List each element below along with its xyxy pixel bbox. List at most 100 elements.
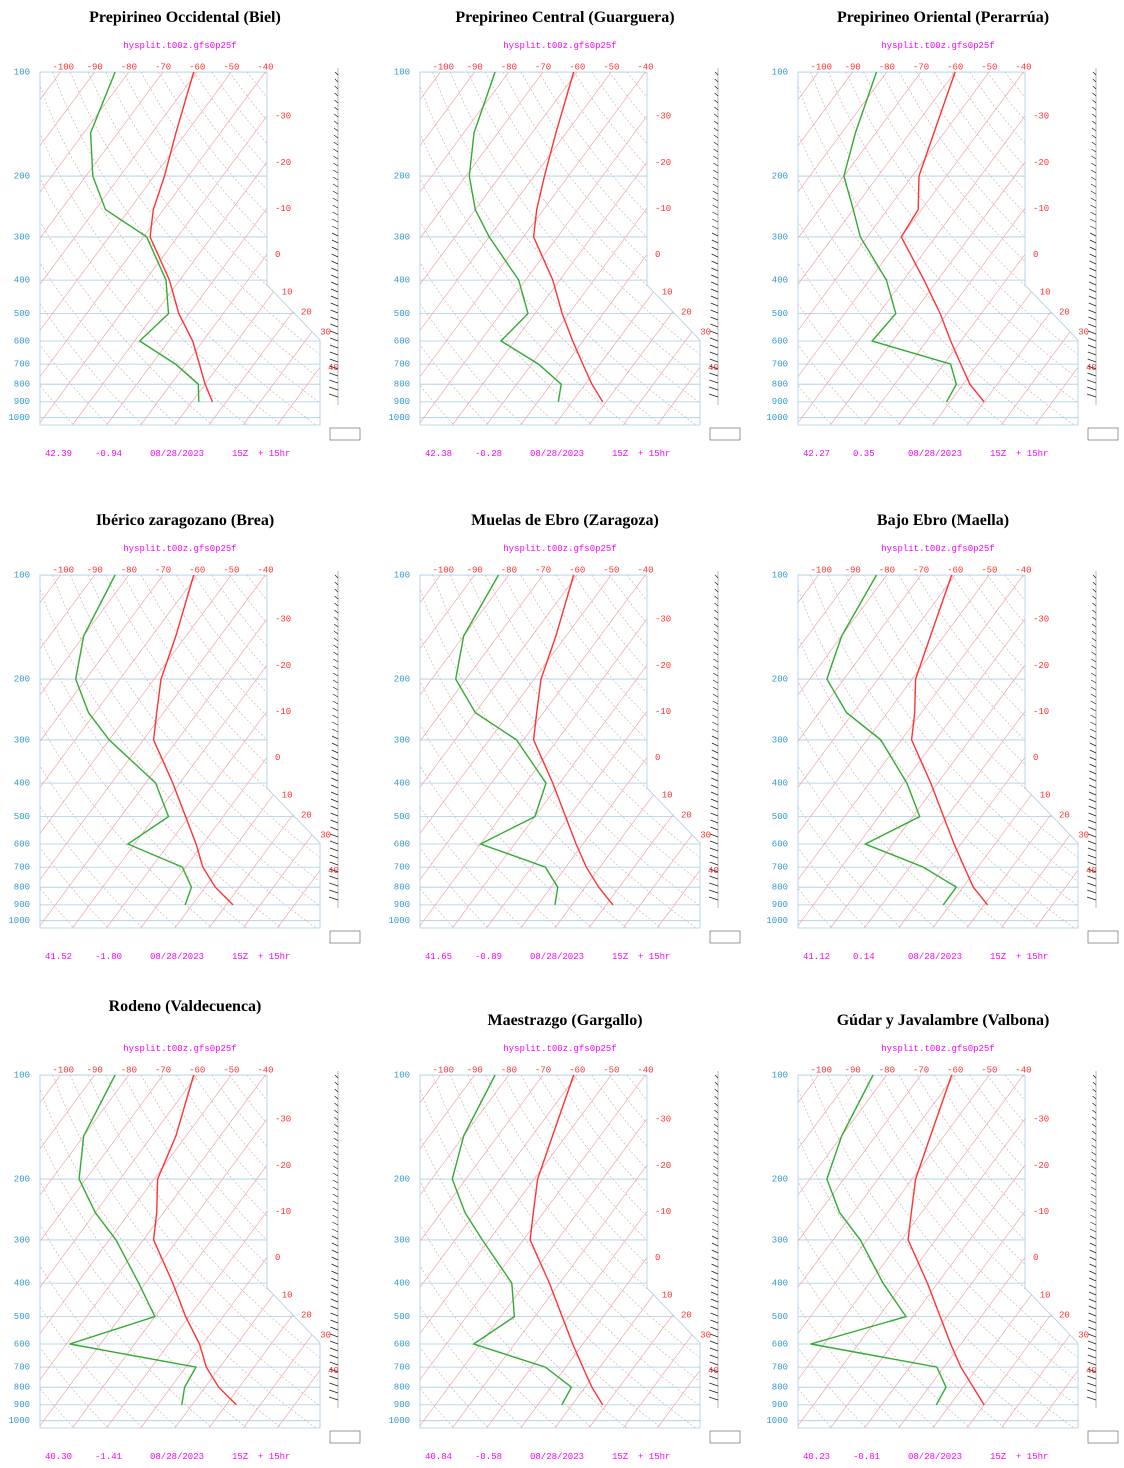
panel-title: Maestrazgo (Gargallo) [487, 1012, 642, 1029]
temperature-label: -30 [275, 1114, 291, 1124]
pressure-label: 1000 [8, 1416, 30, 1426]
wind-barb [712, 1200, 719, 1205]
wind-barb [709, 875, 719, 880]
wind-barb [329, 1389, 339, 1394]
pressure-label: 100 [394, 67, 410, 77]
dry-adiabat [264, 72, 320, 425]
wind-barb [710, 1291, 719, 1296]
dry-adiabat [211, 1075, 320, 1428]
wind-barb [331, 763, 339, 768]
pressure-label: 800 [394, 1383, 410, 1393]
wind-barb [333, 630, 339, 635]
panel-subtitle: hysplit.t00z.gfs0p25f [503, 41, 616, 51]
temperature-label: -70 [155, 62, 171, 72]
footer-text: -0.58 [475, 1452, 502, 1462]
wind-barb [333, 127, 339, 132]
wind-barb [333, 1130, 339, 1135]
temperature-label: -10 [655, 707, 671, 717]
dry-adiabat [798, 72, 971, 425]
wind-barb [1091, 637, 1097, 642]
plot-area [798, 575, 1078, 928]
dry-adiabat [40, 575, 317, 928]
dry-adiabat [798, 72, 1005, 425]
temperature-label: -30 [275, 111, 291, 121]
dry-adiabat [40, 575, 247, 928]
dry-adiabat [299, 575, 320, 928]
dry-adiabat [40, 72, 178, 425]
wind-barb [1087, 1368, 1097, 1373]
wind-barb [713, 1165, 719, 1170]
wind-barb [1087, 337, 1097, 342]
wind-barb [710, 1319, 719, 1324]
dry-adiabat [420, 72, 697, 425]
wind-barb [713, 141, 719, 146]
panel-subtitle: hysplit.t00z.gfs0p25f [881, 1044, 994, 1054]
isotherm [420, 1075, 483, 1428]
wind-barb [333, 651, 339, 656]
dry-adiabat [40, 1075, 74, 1428]
wind-barb [329, 882, 339, 887]
isotherm [420, 1075, 517, 1428]
isotherm [798, 575, 997, 928]
isotherm [966, 72, 1078, 425]
dry-adiabat [122, 1075, 320, 1428]
wind-barb [1092, 581, 1097, 586]
wind-barb [330, 1319, 339, 1324]
wind-barb [334, 71, 339, 76]
dry-adiabat [40, 72, 74, 425]
wind-barb [1090, 183, 1097, 188]
isotherm [966, 1075, 1078, 1428]
footer-text: 15Z [232, 952, 249, 962]
pressure-label: 700 [772, 1363, 788, 1373]
temperature-label: -100 [810, 565, 832, 575]
footer-text: 08/28/2023 [908, 449, 962, 459]
dry-adiabat [1040, 1075, 1078, 1428]
temperature-label: -100 [810, 62, 832, 72]
temperature-label: 10 [282, 790, 293, 800]
wind-barb [709, 868, 719, 873]
dry-adiabat [420, 1075, 489, 1428]
temperature-label: -40 [257, 565, 273, 575]
isotherm [420, 72, 688, 425]
dry-adiabat [40, 575, 144, 928]
isotherm [242, 575, 320, 928]
temperature-label: 20 [1059, 307, 1070, 317]
isotherm [1000, 72, 1078, 425]
temperature-label: -60 [947, 565, 963, 575]
dry-adiabat [40, 1075, 247, 1428]
wind-barb [331, 735, 339, 740]
isotherm [798, 1075, 1032, 1428]
dry-adiabat [679, 1075, 700, 1428]
temperature-label: -30 [1033, 614, 1049, 624]
wind-barb [1087, 882, 1097, 887]
isotherm [588, 575, 700, 928]
temperature-label: 20 [1059, 810, 1070, 820]
wind-barb [710, 805, 719, 810]
pressure-label: 100 [14, 570, 30, 580]
isotherm [40, 72, 274, 425]
pressure-label: 800 [14, 380, 30, 390]
wind-barb [1088, 302, 1097, 307]
wind-barb [1088, 288, 1097, 293]
wind-barb [710, 1298, 719, 1303]
wind-barb [714, 1081, 719, 1086]
isotherm [420, 72, 517, 425]
wind-barb [330, 1284, 339, 1289]
wind-barb [330, 288, 339, 293]
temperature-line [900, 71, 985, 403]
footer-text: 08/28/2023 [908, 1452, 962, 1462]
plot-border [797, 71, 1079, 426]
wind-barb [1090, 1179, 1097, 1184]
footer-text: -0.94 [95, 449, 122, 459]
isotherm [420, 72, 483, 425]
temperature-label: 10 [1040, 287, 1051, 297]
isotherm [798, 1075, 1066, 1428]
wind-barb [711, 777, 719, 782]
temperature-label: -10 [655, 204, 671, 214]
isotherm [486, 1075, 700, 1428]
wind-barb [1088, 295, 1097, 300]
temperature-label: 10 [662, 790, 673, 800]
footer-text: 40.84 [425, 1452, 452, 1462]
dry-adiabat [40, 72, 247, 425]
wind-barb [332, 707, 339, 712]
